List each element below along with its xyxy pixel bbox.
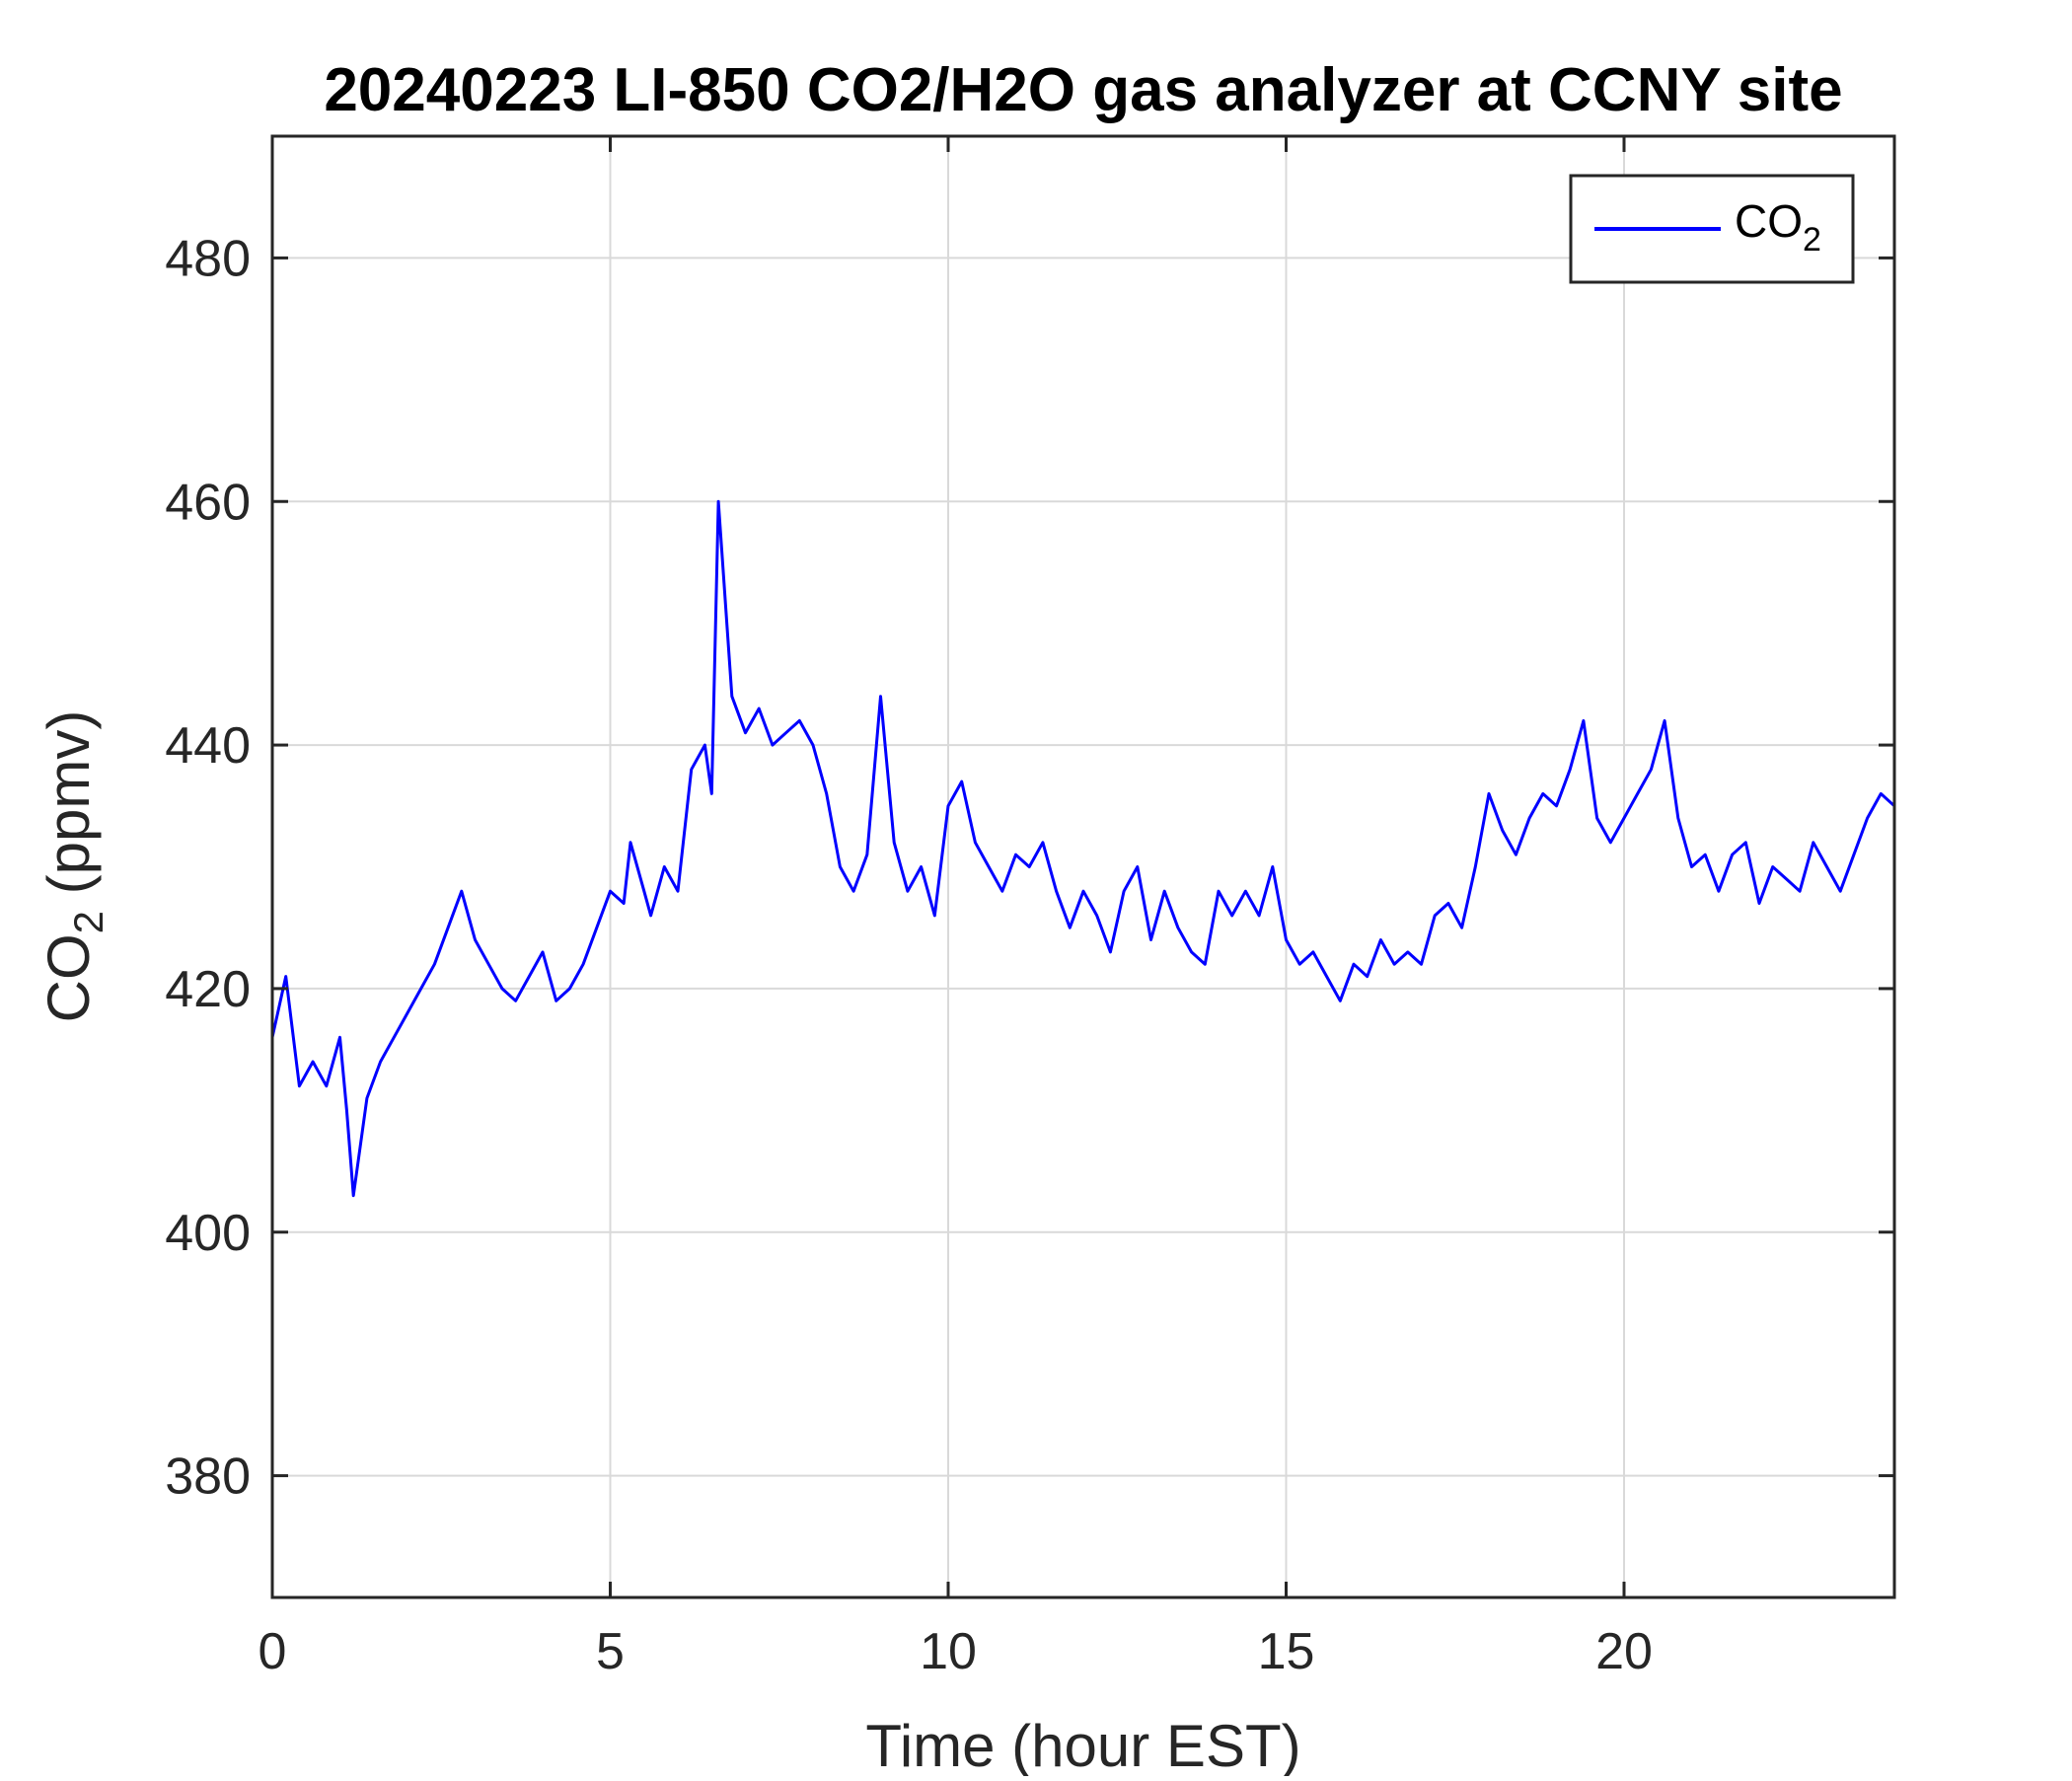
legend-label-sub: 2 (1803, 221, 1821, 259)
x-tick-label: 10 (920, 1623, 977, 1680)
co2-series-line (270, 499, 1896, 1198)
data-layer (270, 499, 1896, 1198)
y-axis-label-units: (ppmv) (36, 710, 102, 911)
x-axis-label: Time (hour EST) (865, 1713, 1300, 1776)
tick-layer: 0 5 10 15 20 380 400 420 440 460 480 (165, 136, 1894, 1680)
x-tick-label: 5 (596, 1623, 625, 1680)
y-axis-label-main: CO (36, 933, 102, 1022)
x-tick-label: 0 (259, 1623, 287, 1680)
legend: CO2 (1569, 174, 1855, 284)
y-tick-label: 380 (165, 1448, 251, 1506)
y-tick-label: 420 (165, 961, 251, 1018)
legend-label: CO2 (1735, 195, 1821, 259)
plot-frame (270, 134, 1896, 1599)
x-tick-label: 20 (1595, 1623, 1653, 1680)
y-tick-label: 460 (165, 474, 251, 531)
y-tick-label: 440 (165, 717, 251, 775)
y-axis-label-sub: 2 (65, 911, 111, 933)
chart-title: 20240223 LI-850 CO2/H2O gas analyzer at … (324, 56, 1842, 124)
y-tick-label: 400 (165, 1205, 251, 1262)
grid-layer (272, 136, 1894, 1597)
y-axis-label: CO2 (ppmv) (36, 710, 111, 1023)
x-tick-label: 15 (1258, 1623, 1315, 1680)
y-tick-label: 480 (165, 230, 251, 287)
legend-label-main: CO (1735, 195, 1803, 247)
